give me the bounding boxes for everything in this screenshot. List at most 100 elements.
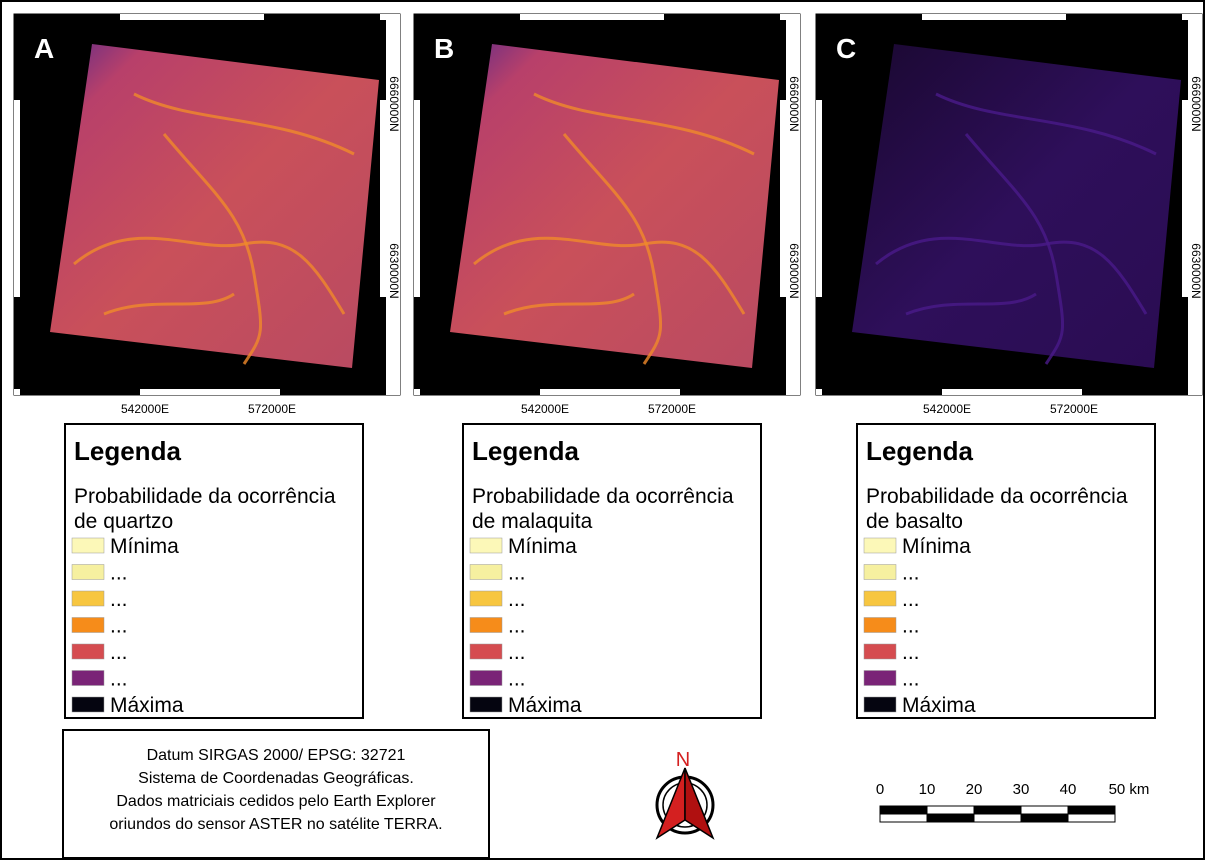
raster-drainage xyxy=(875,236,1148,315)
legend-swatch xyxy=(71,696,105,713)
frame-ruler xyxy=(540,389,680,395)
frame-ruler xyxy=(120,14,264,20)
raster-drainage xyxy=(162,133,263,365)
frame-ruler xyxy=(780,100,786,297)
raster-drainage xyxy=(103,292,235,316)
north-label: N xyxy=(676,749,690,771)
notes-line: Dados matriciais cedidos pelo Earth Expl… xyxy=(116,793,436,810)
raster-drainage xyxy=(503,292,635,316)
scale-label: 10 xyxy=(919,781,936,798)
raster-drainage xyxy=(905,292,1037,316)
legend-item: Máxima xyxy=(110,694,184,717)
frame-ruler xyxy=(140,389,280,395)
raster-image xyxy=(50,44,379,368)
y-coordinate-label: 6630000N xyxy=(387,243,401,298)
legend-subtitle: de malaquita xyxy=(472,510,593,533)
legend-item: ... xyxy=(508,588,526,611)
panel-label: A xyxy=(34,33,54,64)
x-coordinate-label: 542000E xyxy=(121,402,169,416)
legend-title: Legenda xyxy=(472,436,579,466)
legend-swatch xyxy=(71,590,105,607)
scale-segment xyxy=(1067,805,1116,815)
raster-drainage xyxy=(964,133,1065,365)
legend-item: ... xyxy=(902,641,920,664)
legend-swatch xyxy=(863,617,897,633)
legend-swatch xyxy=(863,590,897,607)
legend-swatch xyxy=(469,564,503,580)
legend-item: ... xyxy=(902,615,920,638)
legend-item: ... xyxy=(110,615,128,638)
scale-segment xyxy=(1020,805,1069,815)
legend-swatch xyxy=(863,670,897,686)
north-arrow: N xyxy=(655,749,715,840)
legend-subtitle: de quartzo xyxy=(74,510,173,533)
coordinate-strip xyxy=(386,14,400,395)
scale-label: 30 xyxy=(1013,781,1030,798)
legend-swatch xyxy=(863,696,897,713)
y-coordinate-label: 6630000N xyxy=(1189,243,1203,298)
raster-drainage xyxy=(73,236,346,315)
raster-drainage xyxy=(533,92,755,156)
scale-segment xyxy=(926,813,975,823)
frame-ruler xyxy=(816,100,822,297)
panel-label: C xyxy=(836,33,856,64)
legend-swatch xyxy=(469,643,503,660)
scale-segment xyxy=(926,805,975,815)
panel-label: B xyxy=(434,33,454,64)
raster-drainage xyxy=(133,92,355,156)
scale-label: 40 xyxy=(1060,781,1077,798)
frame-ruler xyxy=(14,389,20,395)
legend-item: ... xyxy=(902,562,920,585)
frame-ruler xyxy=(1182,100,1188,297)
frame-ruler xyxy=(520,14,664,20)
frame-ruler xyxy=(414,389,420,395)
scale-segment xyxy=(973,805,1022,815)
legend-item: ... xyxy=(902,668,920,691)
raster-image xyxy=(852,44,1181,368)
legend-swatch xyxy=(469,617,503,633)
legend-subtitle: de basalto xyxy=(866,510,963,533)
coordinate-strip xyxy=(1188,14,1202,395)
raster-drainage xyxy=(562,133,663,365)
legend-item: Mínima xyxy=(508,535,577,558)
frame-ruler xyxy=(14,100,20,297)
frame-ruler xyxy=(380,100,386,297)
legend-swatch xyxy=(469,670,503,686)
notes-line: oriundos do sensor ASTER no satélite TER… xyxy=(109,816,442,833)
legend-swatch xyxy=(71,643,105,660)
legend-subtitle: Probabilidade da ocorrência xyxy=(74,485,336,508)
legend-item: Máxima xyxy=(902,694,976,717)
map-panel: A 6660000N 6630000N 542000E 572000E xyxy=(13,13,401,416)
legend-box xyxy=(64,423,364,719)
legend-item: ... xyxy=(110,588,128,611)
legend-item: ... xyxy=(508,668,526,691)
scale-segment xyxy=(879,813,928,823)
notes-box xyxy=(62,729,490,859)
legend-box xyxy=(856,423,1156,719)
map-panel: C 6660000N 6630000N 542000E 572000E xyxy=(815,13,1203,416)
frame-ruler xyxy=(780,14,786,20)
legend-swatch xyxy=(863,643,897,660)
legend-subtitle: Probabilidade da ocorrência xyxy=(866,485,1128,508)
legend-swatch xyxy=(469,696,503,713)
legend-title: Legenda xyxy=(866,436,973,466)
scale-label: 0 xyxy=(876,781,884,798)
legend-item: ... xyxy=(508,641,526,664)
legend-item: ... xyxy=(110,668,128,691)
scale-segment xyxy=(879,805,928,815)
y-coordinate-label: 6660000N xyxy=(787,76,801,131)
x-coordinate-label: 542000E xyxy=(521,402,569,416)
legend-item: Mínima xyxy=(110,535,179,558)
frame-ruler xyxy=(380,14,386,20)
frame-ruler xyxy=(1182,14,1188,20)
raster-drainage xyxy=(935,92,1157,156)
legend-title: Legenda xyxy=(74,436,181,466)
legend-item: ... xyxy=(902,588,920,611)
x-coordinate-label: 572000E xyxy=(1050,402,1098,416)
legend-swatch xyxy=(469,590,503,607)
x-coordinate-label: 542000E xyxy=(923,402,971,416)
